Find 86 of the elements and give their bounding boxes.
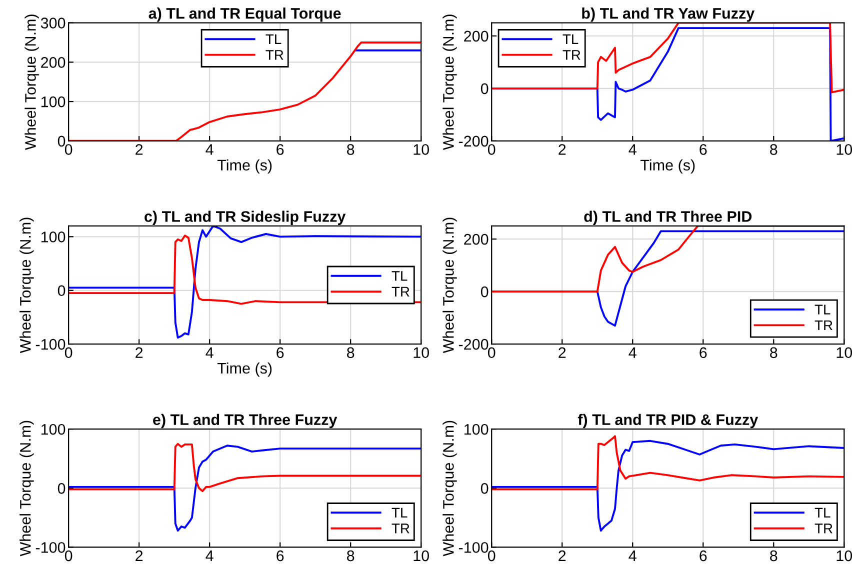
x-tick-label: 8 [770,144,778,155]
x-tick-label: 2 [558,144,566,155]
legend-label: TL [814,508,830,518]
x-tick-label: 4 [628,550,636,562]
y-tick-label: 300 [40,18,66,28]
legend-label: TL [392,271,408,281]
legend-label: TR [562,50,580,60]
x-axis-title: Time (s) [217,362,272,377]
y-tick-label: -100 [458,542,488,553]
y-tick-label: 0 [58,285,66,296]
y-tick-label: -200 [458,338,488,350]
y-axis-title: Wheel Torque (N.m) [24,14,39,150]
x-tick-label: 4 [628,347,636,358]
legend-label: TR [814,524,832,534]
legend-label: TL [266,34,282,44]
y-axis-title: Wheel Torque (N.m) [442,14,457,150]
y-axis-title: Wheel Torque (N.m) [20,218,34,354]
x-tick-label: 6 [276,144,284,155]
legend-label: TR [392,524,410,534]
x-tick-label: 2 [136,144,143,155]
x-tick-label: 10 [836,550,852,562]
y-tick-label: 100 [464,424,488,435]
line-series [492,435,844,490]
x-tick-label: 6 [700,144,707,155]
y-tick-label: -200 [458,136,488,147]
x-tick-label: 8 [347,144,354,155]
chart-title: f) TL and TR PID & Fuzzy [578,414,758,428]
legend-label: TL [814,304,830,314]
x-tick-label: 4 [206,550,214,562]
x-tick-label: 10 [414,144,429,155]
x-tick-label: 0 [64,550,72,562]
y-tick-label: 0 [480,83,488,94]
y-tick-label: 100 [41,96,66,108]
chart-title: d) TL and TR Three PID [584,210,752,225]
x-tick-label: 0 [64,144,72,155]
x-axis-title: Time (s) [640,159,695,174]
x-tick-label: 2 [558,550,566,562]
y-tick-label: 100 [41,232,66,242]
line-series [68,444,422,532]
x-tick-label: 0 [64,347,72,358]
y-axis-title: Wheel Torque (N.m) [20,420,34,556]
x-tick-label: 2 [558,347,566,358]
legend-label: TR [266,50,284,60]
x-tick-label: 8 [770,347,778,358]
x-tick-label: 0 [488,347,496,358]
chart-title: b) TL and TR Yaw Fuzzy [582,8,755,22]
x-tick-label: 6 [276,550,284,562]
y-tick-label: 200 [464,30,488,42]
x-tick-label: 8 [347,550,354,562]
legend-label: TR [814,320,832,330]
y-tick-label: 100 [41,424,66,435]
y-tick-label: -100 [36,542,66,553]
x-tick-label: 10 [836,347,852,358]
x-axis-title: Time (s) [217,159,272,174]
x-tick-label: 6 [700,550,707,562]
y-tick-label: 0 [58,136,66,147]
x-tick-label: 6 [700,347,707,358]
x-tick-label: 4 [628,144,636,155]
x-tick-label: 10 [836,144,852,155]
x-tick-label: 10 [414,550,429,562]
legend-label: TL [392,508,408,518]
line-series [492,440,844,532]
x-tick-label: 2 [136,550,143,562]
line-series [68,442,422,492]
chart-title: c) TL and TR Sideslip Fuzzy [144,210,346,225]
y-tick-label: 0 [58,483,66,494]
x-tick-label: 0 [488,144,496,155]
y-tick-label: 0 [480,483,488,494]
chart-title: a) TL and TR Equal Torque [148,8,341,22]
x-tick-label: 8 [347,347,354,358]
y-axis-title: Wheel Torque (N.m) [442,218,457,354]
x-tick-label: 8 [770,550,778,562]
y-tick-label: 200 [41,57,66,68]
y-tick-label: 0 [480,286,488,298]
x-tick-label: 10 [414,347,429,358]
legend-label: TL [562,34,578,44]
y-tick-label: 200 [464,234,488,245]
y-axis-title: Wheel Torque (N.m) [442,420,457,556]
chart-title: e) TL and TR Three Fuzzy [153,414,338,428]
x-tick-label: 6 [276,347,284,358]
x-tick-label: 0 [488,550,496,562]
x-tick-label: 4 [206,347,214,358]
x-tick-label: 4 [206,144,214,155]
legend-label: TR [392,286,410,296]
x-tick-label: 2 [136,347,143,358]
y-tick-label: -100 [36,338,66,350]
